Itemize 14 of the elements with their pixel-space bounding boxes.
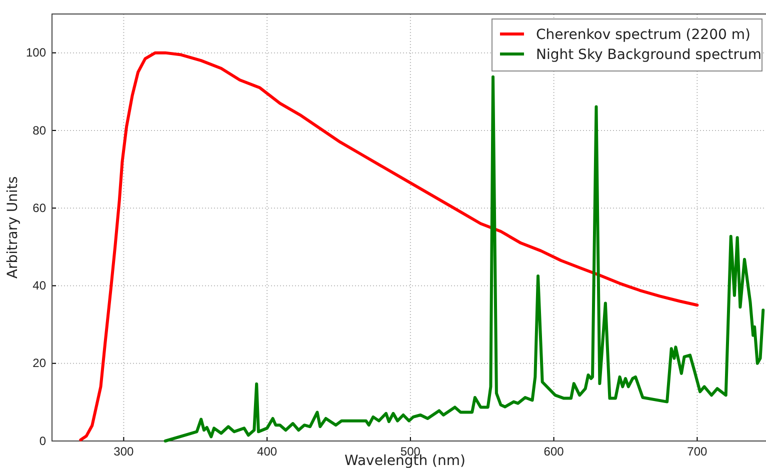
x-tick-label: 400: [257, 444, 278, 459]
y-tick-label: 60: [32, 200, 46, 215]
x-tick-label: 700: [687, 444, 708, 459]
x-tick-label: 600: [544, 444, 564, 459]
y-tick-label: 40: [32, 278, 46, 293]
y-tick-label: 0: [39, 434, 46, 448]
x-tick-label: 300: [114, 444, 134, 459]
y-tick-label: 100: [26, 46, 46, 60]
line-series: [164, 75, 765, 442]
legend-label: Night Sky Background spectrum: [536, 47, 762, 63]
y-tick-label: 80: [32, 123, 46, 138]
y-tick-label: 20: [32, 356, 46, 370]
y-axis-title: Arbitrary Units: [5, 176, 21, 279]
legend-label: Cherenkov spectrum (2200 m): [536, 27, 750, 43]
